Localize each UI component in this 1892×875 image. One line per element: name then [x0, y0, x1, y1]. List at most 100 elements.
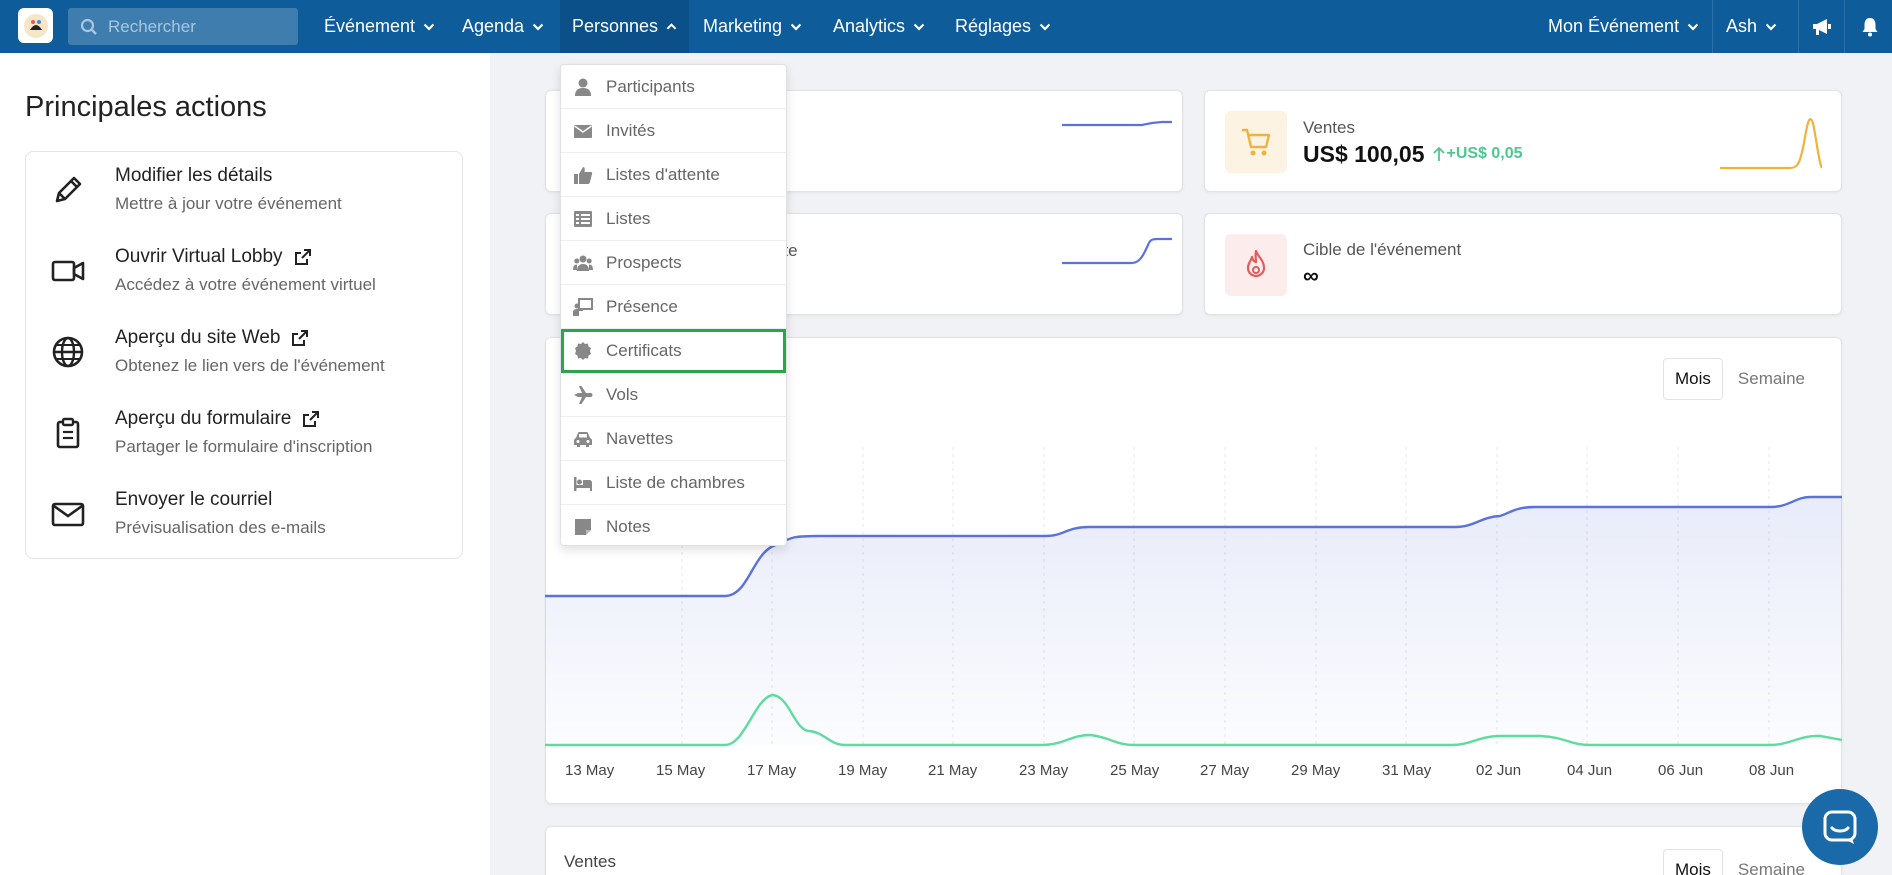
action-title: Ouvrir Virtual Lobby: [115, 246, 313, 268]
action-title-text: Aperçu du site Web: [115, 327, 281, 348]
sales-value: US$ 100,05 +US$ 0,05: [1303, 141, 1523, 168]
note-icon: [575, 519, 591, 535]
top-navbar: Événement Agenda Personnes Marketing Ana…: [0, 0, 1892, 53]
menu-item-shuttles[interactable]: Navettes: [561, 417, 786, 461]
chevron-down-icon: [1765, 23, 1777, 31]
chat-support-button[interactable]: [1802, 789, 1878, 865]
nav-marketing[interactable]: Marketing: [691, 0, 814, 53]
menu-item-label: Vols: [606, 385, 639, 404]
sales-label: Ventes: [1303, 118, 1355, 137]
x-tick: 19 May: [838, 762, 888, 779]
action-open-virtual-lobby[interactable]: Ouvrir Virtual Lobby Accédez à votre évé…: [26, 233, 462, 313]
nav-user-menu[interactable]: Ash: [1714, 0, 1789, 53]
menu-item-label: Invités: [606, 121, 656, 140]
action-title: Aperçu du formulaire: [115, 408, 321, 430]
action-subtitle: Partager le formulaire d'inscription: [115, 437, 373, 456]
action-title-text: Ouvrir Virtual Lobby: [115, 246, 283, 267]
user-name: Ash: [1726, 16, 1758, 36]
menu-item-prospects[interactable]: Prospects: [561, 241, 786, 285]
toggle-week[interactable]: Semaine: [1737, 860, 1806, 875]
menu-item-label: Listes d'attente: [606, 165, 720, 184]
action-form-preview[interactable]: Aperçu du formulaire Partager le formula…: [26, 395, 462, 475]
nav-label: Réglages: [955, 16, 1032, 36]
action-title: Envoyer le courriel: [115, 489, 273, 510]
nav-label: Mon Événement: [1548, 16, 1680, 36]
nav-reglages[interactable]: Réglages: [943, 0, 1063, 53]
nav-divider: [1844, 0, 1845, 53]
toggle-month[interactable]: Mois: [1663, 358, 1723, 400]
menu-item-participants[interactable]: Participants: [561, 65, 786, 109]
list-icon: [574, 211, 592, 227]
nav-analytics[interactable]: Analytics: [821, 0, 937, 53]
nav-personnes[interactable]: Personnes: [560, 0, 689, 53]
menu-item-label: Listes: [606, 209, 651, 228]
menu-item-notes[interactable]: Notes: [561, 505, 786, 549]
menu-item-label: Prospects: [606, 253, 682, 272]
nav-evenement[interactable]: Événement: [312, 0, 447, 53]
nav-divider: [1798, 0, 1799, 53]
x-tick: 31 May: [1382, 762, 1432, 779]
action-website-preview[interactable]: Aperçu du site Web Obtenez le lien vers …: [26, 314, 462, 394]
nav-label: Agenda: [462, 16, 525, 36]
personnes-dropdown-menu: Participants Invités Listes d'attente Li…: [560, 64, 787, 546]
action-title-text: Aperçu du formulaire: [115, 408, 292, 429]
megaphone-icon: [1813, 18, 1831, 35]
x-tick: 25 May: [1110, 762, 1160, 779]
left-panel: Principales actions Modifier les détails…: [0, 53, 490, 875]
sales-chart-card: Ventes Mois Semaine: [545, 826, 1842, 875]
x-tick: 15 May: [656, 762, 706, 779]
x-tick: 04 Jun: [1567, 762, 1613, 779]
action-edit-details[interactable]: Modifier les détails Mettre à jour votre…: [26, 152, 462, 232]
menu-item-label: Certificats: [606, 341, 682, 360]
toggle-week[interactable]: Semaine: [1737, 369, 1806, 388]
announcements-button[interactable]: [1802, 0, 1842, 53]
nav-mon-evenement[interactable]: Mon Événement: [1536, 0, 1711, 53]
action-subtitle: Prévisualisation des e-mails: [115, 518, 326, 537]
external-link-icon: [294, 249, 311, 265]
x-tick: 27 May: [1200, 762, 1250, 779]
menu-item-flights[interactable]: Vols: [561, 373, 786, 417]
x-tick: 06 Jun: [1658, 762, 1704, 779]
search-input[interactable]: [108, 16, 278, 37]
x-tick: 13 May: [565, 762, 615, 779]
period-toggle: Mois Semaine: [1663, 849, 1816, 875]
action-send-email[interactable]: Envoyer le courriel Prévisualisation des…: [26, 476, 462, 556]
sales-delta: +US$ 0,05: [1432, 145, 1523, 163]
menu-item-rooming-list[interactable]: Liste de chambres: [561, 461, 786, 505]
chevron-down-icon: [913, 23, 925, 31]
action-subtitle: Mettre à jour votre événement: [115, 194, 342, 213]
sales-amount: US$ 100,05: [1303, 141, 1425, 167]
nav-label: Personnes: [572, 16, 659, 36]
search-box[interactable]: [68, 8, 298, 45]
target-value: ∞: [1303, 263, 1319, 288]
menu-item-certificats[interactable]: Certificats: [561, 329, 786, 373]
nav-agenda[interactable]: Agenda: [450, 0, 556, 53]
menu-item-presence[interactable]: Présence: [561, 285, 786, 329]
app-logo[interactable]: [18, 8, 53, 43]
menu-item-invites[interactable]: Invités: [561, 109, 786, 153]
external-link-icon: [303, 411, 320, 427]
target-label: Cible de l'événement: [1303, 240, 1462, 259]
arrow-up-icon: [1433, 146, 1446, 161]
menu-item-lists[interactable]: Listes: [561, 197, 786, 241]
menu-item-label: Navettes: [606, 429, 674, 448]
notifications-button[interactable]: [1852, 0, 1888, 53]
x-tick: 21 May: [928, 762, 978, 779]
chevron-down-icon: [532, 23, 544, 31]
thumbs-up-icon: [574, 167, 593, 184]
pencil-icon: [55, 176, 82, 203]
menu-item-waitlists[interactable]: Listes d'attente: [561, 153, 786, 197]
sparkline-registrations: [1062, 120, 1172, 127]
actions-list: Modifier les détails Mettre à jour votre…: [25, 151, 463, 559]
x-tick: 08 Jun: [1749, 762, 1795, 779]
sparkline-attendance: [1062, 237, 1172, 265]
envelope-icon: [51, 502, 85, 527]
sparkline-sales: [1720, 118, 1822, 170]
x-tick: 02 Jun: [1476, 762, 1522, 779]
action-title: Modifier les détails: [115, 165, 273, 186]
fire-icon-box: [1225, 234, 1287, 296]
globe-icon: [52, 336, 84, 368]
toggle-month[interactable]: Mois: [1663, 849, 1723, 875]
sales-delta-text: +US$ 0,05: [1446, 145, 1523, 162]
bell-icon: [1862, 17, 1878, 36]
